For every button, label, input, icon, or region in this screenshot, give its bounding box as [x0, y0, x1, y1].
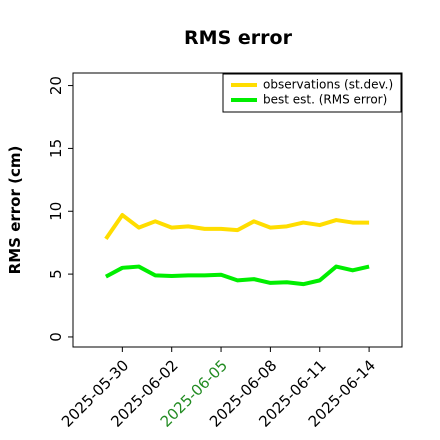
legend-label: best est. (RMS error)	[263, 93, 387, 107]
legend-label: observations (st.dev.)	[263, 78, 393, 92]
y-tick-label: 20	[47, 76, 65, 95]
chart-title: RMS error	[184, 27, 293, 49]
y-tick-label: 5	[47, 269, 65, 279]
plot-frame	[72, 72, 403, 348]
y-tick-label: 10	[47, 202, 65, 221]
legend: observations (st.dev.)best est. (RMS err…	[222, 73, 402, 113]
series-line	[104, 264, 370, 287]
series-line	[104, 213, 370, 241]
y-axis-label: RMS error (cm)	[6, 146, 24, 275]
legend-box	[222, 73, 402, 113]
y-tick-label: 0	[47, 332, 65, 342]
y-tick-label: 15	[47, 139, 65, 158]
